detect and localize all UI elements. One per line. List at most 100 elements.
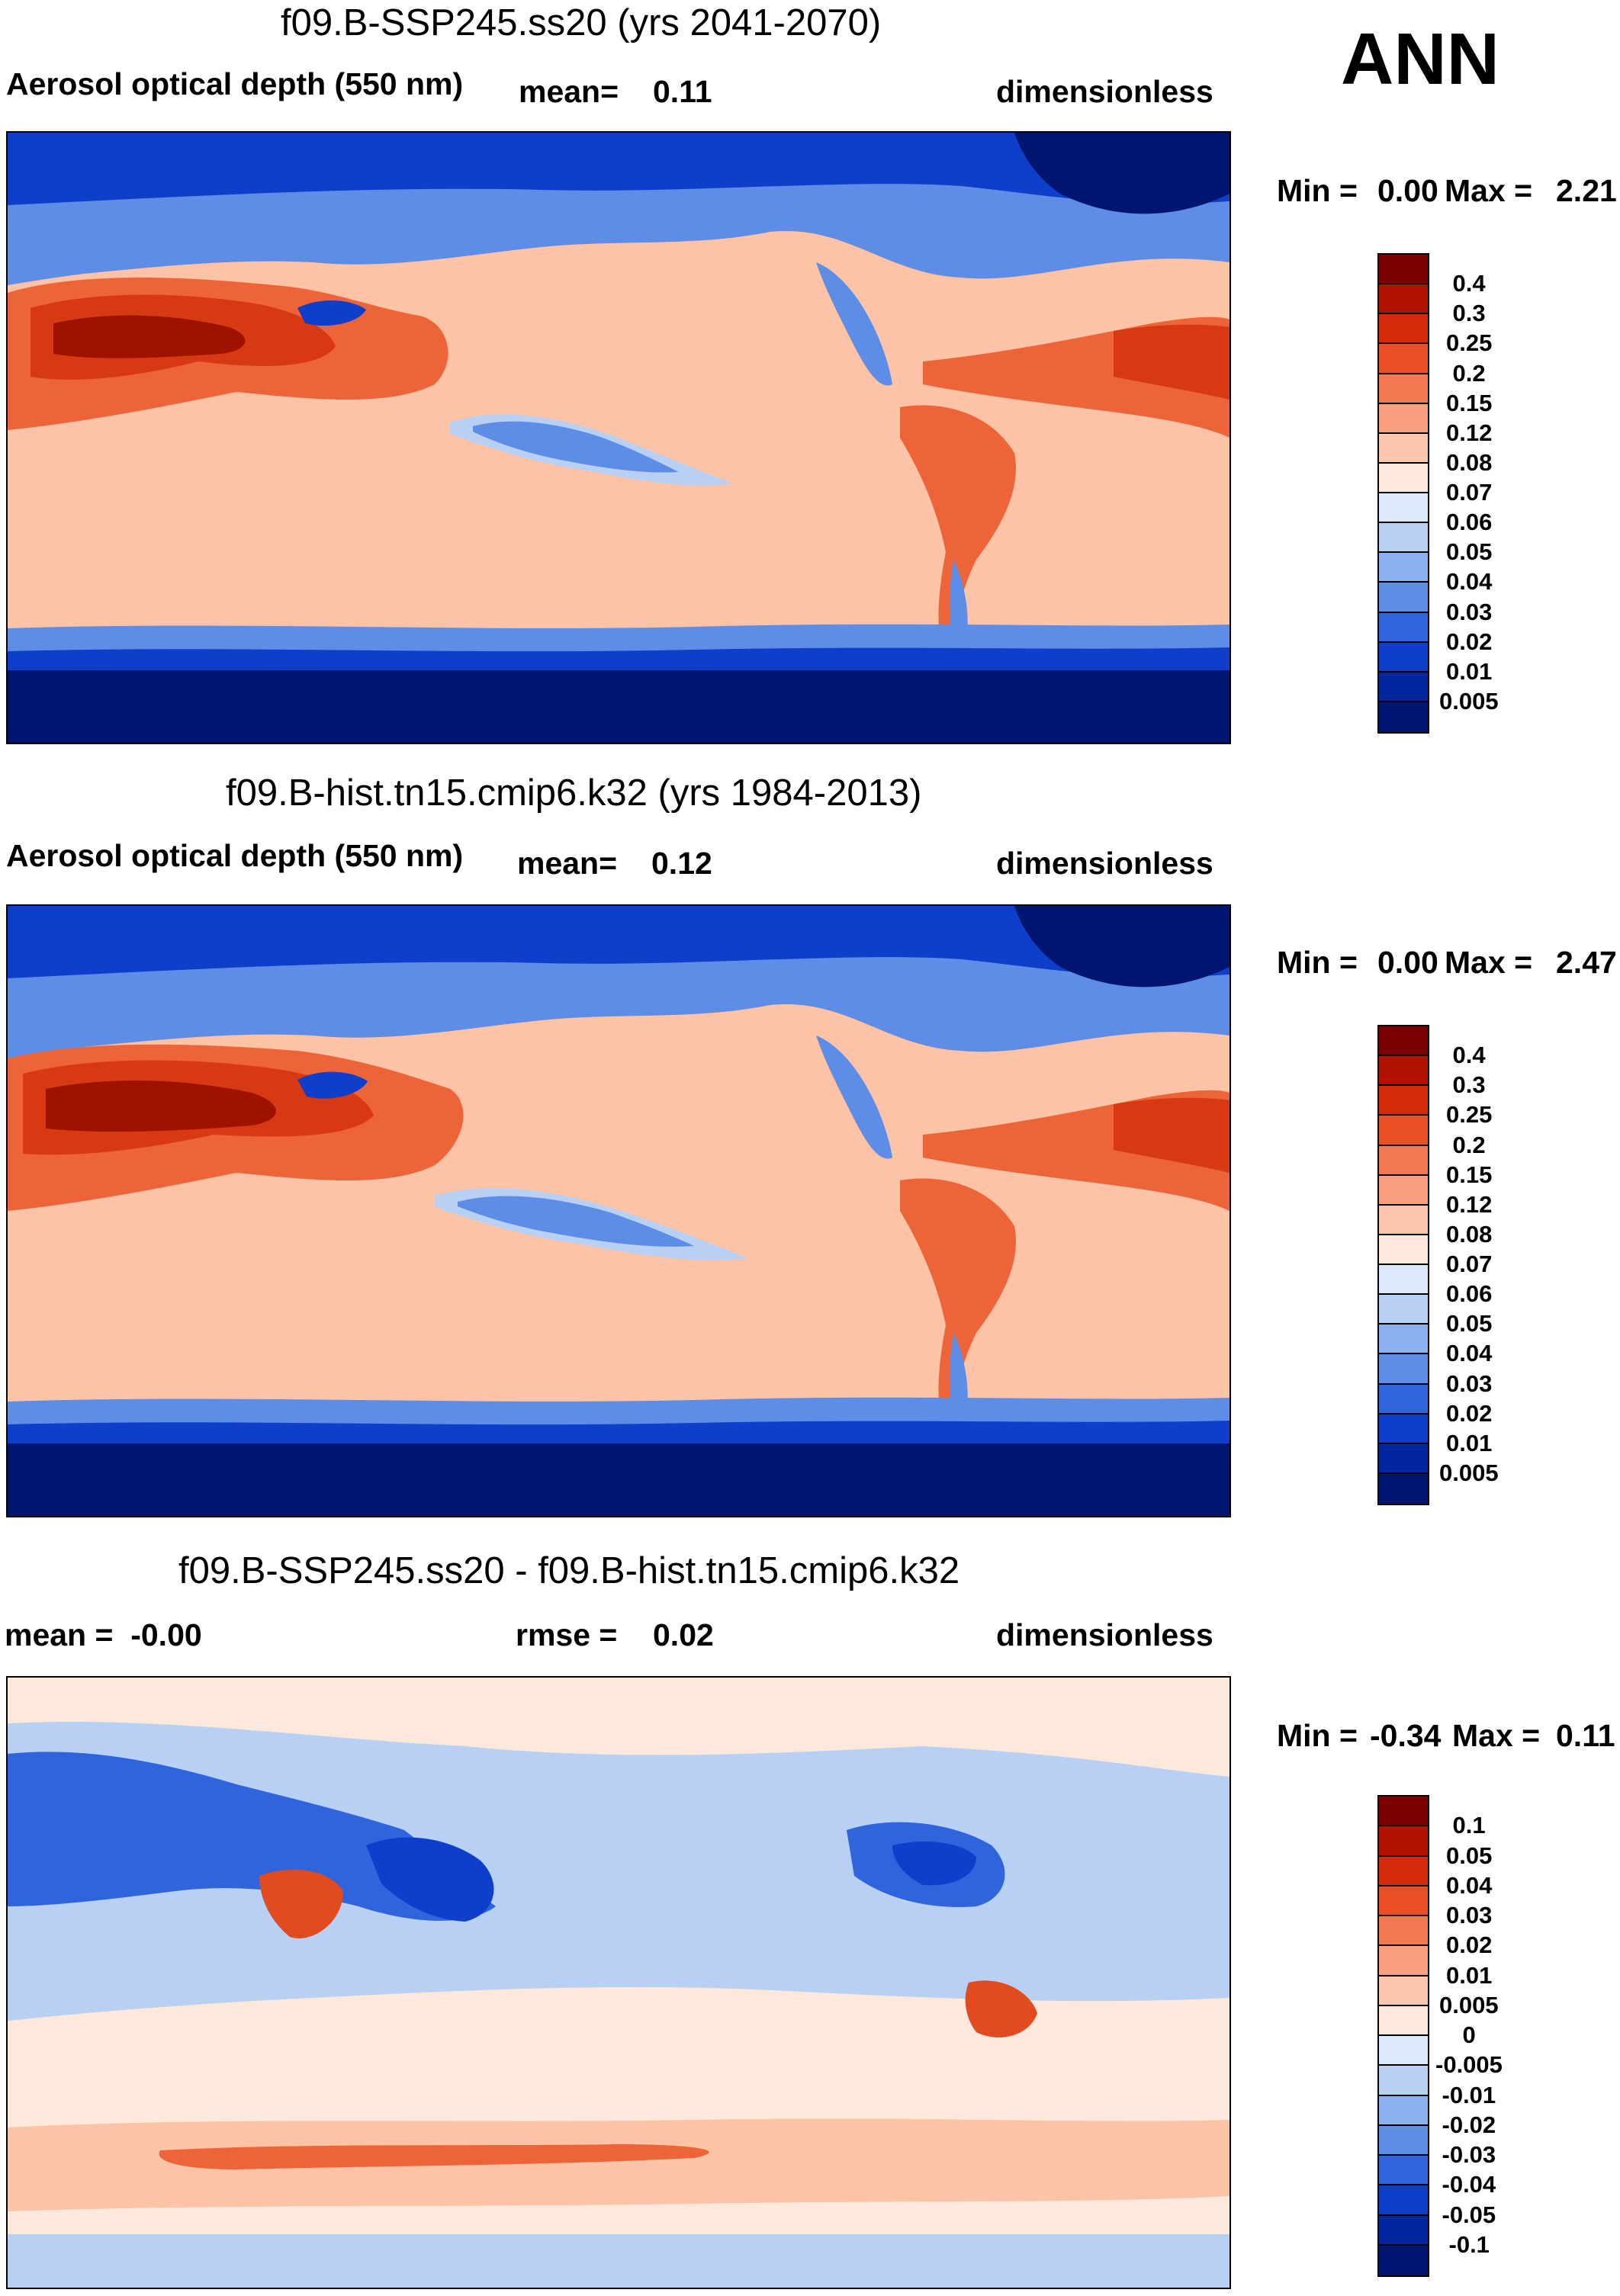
colorbar-swatch — [1379, 493, 1428, 524]
colorbar-tick-label: 0.05 — [1446, 1310, 1493, 1337]
colorbar-swatch — [1379, 1414, 1428, 1444]
colorbar-tick-label: 0.02 — [1446, 628, 1493, 655]
colorbar-tick-label: 0.02 — [1446, 1932, 1493, 1959]
colorbar-swatch — [1379, 2095, 1428, 2126]
panel-1-max-label: Max = — [1445, 173, 1533, 208]
colorbar-tick-label: 0.2 — [1452, 359, 1486, 387]
colorbar-tick-label: 0.12 — [1446, 419, 1493, 446]
colorbar-tick-label: 0.01 — [1446, 1429, 1493, 1456]
colorbar-swatch — [1379, 583, 1428, 613]
colorbar-tick-label: 0.03 — [1446, 1902, 1493, 1928]
colorbar-swatch — [1379, 1976, 1428, 2006]
colorbar-tick-label: 0.07 — [1446, 479, 1493, 506]
panel-3-min-label: Min = — [1277, 1718, 1358, 1753]
colorbar-swatch — [1379, 1265, 1428, 1296]
colorbar-swatch — [1379, 1086, 1428, 1116]
panel-1-mean-label: mean= — [519, 74, 619, 109]
panel-1-title: f09.B-SSP245.ss20 (yrs 2041-2070) — [281, 2, 882, 43]
colorbar-swatch — [1379, 1056, 1428, 1087]
colorbar-tick-label: 0.15 — [1446, 1161, 1493, 1188]
colorbar-swatch — [1379, 284, 1428, 315]
colorbar-swatch — [1379, 433, 1428, 464]
colorbar-swatch — [1379, 2185, 1428, 2216]
colorbar-swatch — [1379, 1235, 1428, 1265]
colorbar-swatch — [1379, 702, 1428, 732]
colorbar-tick-label: -0.05 — [1442, 2201, 1496, 2228]
colorbar-swatch — [1379, 1384, 1428, 1415]
colorbar-swatch — [1379, 1325, 1428, 1355]
colorbar-swatch — [1379, 2036, 1428, 2066]
colorbar-swatch — [1379, 1916, 1428, 1947]
panel-2-map — [6, 904, 1231, 1517]
colorbar-tick-label: 0.2 — [1452, 1131, 1486, 1158]
colorbar-swatch — [1379, 2156, 1428, 2186]
colorbar-swatch — [1379, 553, 1428, 583]
panel-1-map — [6, 131, 1231, 744]
colorbar-tick-label: 0.01 — [1446, 657, 1493, 685]
colorbar-tick-label: 0.3 — [1452, 300, 1486, 327]
colorbar-tick-label: -0.03 — [1442, 2141, 1496, 2168]
colorbar-swatch — [1379, 1175, 1428, 1206]
panel-1-units: dimensionless — [996, 74, 1213, 109]
colorbar-tick-label: 0.07 — [1446, 1251, 1493, 1277]
colorbar-tick-label: 0.01 — [1446, 1961, 1493, 1989]
colorbar-tick-label: 0.08 — [1446, 1220, 1493, 1248]
colorbar-tick-label: 0.005 — [1439, 1459, 1499, 1486]
panel-3-map — [6, 1676, 1231, 2289]
colorbar-tick-label: 0.05 — [1446, 1842, 1493, 1869]
colorbar-swatch — [1379, 1354, 1428, 1385]
panel-2-variable-label: Aerosol optical depth (550 nm) — [6, 838, 464, 873]
colorbar-swatch — [1379, 2005, 1428, 2036]
panel-2-min-label: Min = — [1277, 945, 1358, 980]
colorbar-swatch — [1379, 2125, 1428, 2156]
panel-2-colorbar — [1377, 1025, 1429, 1505]
panel-1-min-value: 0.00 — [1377, 173, 1438, 208]
panel-3-title: f09.B-SSP245.ss20 - f09.B-hist.tn15.cmip… — [178, 1550, 960, 1591]
colorbar-swatch — [1379, 374, 1428, 404]
colorbar-tick-label: -0.005 — [1435, 2051, 1503, 2079]
panel-2-max-value: 2.47 — [1556, 945, 1617, 980]
colorbar-swatch — [1379, 344, 1428, 374]
colorbar-tick-label: -0.02 — [1442, 2111, 1496, 2138]
colorbar-swatch — [1379, 1205, 1428, 1235]
colorbar-tick-label: -0.1 — [1448, 2230, 1490, 2258]
colorbar-swatch — [1379, 1797, 1428, 1827]
colorbar-tick-label: 0.06 — [1446, 1280, 1493, 1308]
panel-3-rmse-value: 0.02 — [653, 1617, 714, 1652]
colorbar-tick-label: 0.05 — [1446, 538, 1493, 566]
colorbar-tick-label: 0.02 — [1446, 1399, 1493, 1427]
colorbar-swatch — [1379, 642, 1428, 673]
panel-3-max-value: 0.11 — [1556, 1718, 1615, 1753]
colorbar-swatch — [1379, 1946, 1428, 1976]
colorbar-tick-label: 0.4 — [1452, 1042, 1486, 1069]
colorbar-tick-label: 0.005 — [1439, 1991, 1499, 2018]
panel-2-aod-field — [8, 906, 1229, 1516]
colorbar-tick-label: -0.01 — [1442, 2081, 1496, 2108]
panel-1-colorbar — [1377, 253, 1429, 734]
colorbar-swatch — [1379, 2215, 1428, 2246]
colorbar-tick-label: 0.03 — [1446, 1370, 1493, 1397]
panel-1-min-label: Min = — [1277, 173, 1358, 208]
panel-1-aod-field — [8, 133, 1229, 743]
colorbar-tick-label: 0 — [1462, 2021, 1476, 2048]
colorbar-tick-label: 0.12 — [1446, 1190, 1493, 1218]
colorbar-swatch — [1379, 672, 1428, 702]
colorbar-tick-label: 0.04 — [1446, 1871, 1493, 1899]
colorbar-tick-label: 0.25 — [1446, 1101, 1493, 1129]
panel-1-mean-value: 0.11 — [653, 74, 712, 109]
colorbar-tick-label: 0.08 — [1446, 448, 1493, 476]
colorbar-tick-label: 0.4 — [1452, 270, 1486, 297]
panel-2-mean-value: 0.12 — [651, 846, 712, 881]
panel-3-colorbar — [1377, 1795, 1429, 2277]
colorbar-swatch — [1379, 1116, 1428, 1146]
colorbar-tick-label: 0.15 — [1446, 389, 1493, 416]
colorbar-tick-label: 0.3 — [1452, 1071, 1486, 1099]
colorbar-swatch — [1379, 523, 1428, 554]
panel-3-mean-label: mean = -0.00 — [5, 1617, 202, 1652]
colorbar-swatch — [1379, 403, 1428, 434]
colorbar-tick-label: 0.1 — [1452, 1812, 1486, 1839]
colorbar-swatch — [1379, 1856, 1428, 1887]
colorbar-tick-label: -0.04 — [1442, 2171, 1496, 2198]
colorbar-swatch — [1379, 255, 1428, 285]
panel-2-mean-label: mean= — [517, 846, 618, 881]
